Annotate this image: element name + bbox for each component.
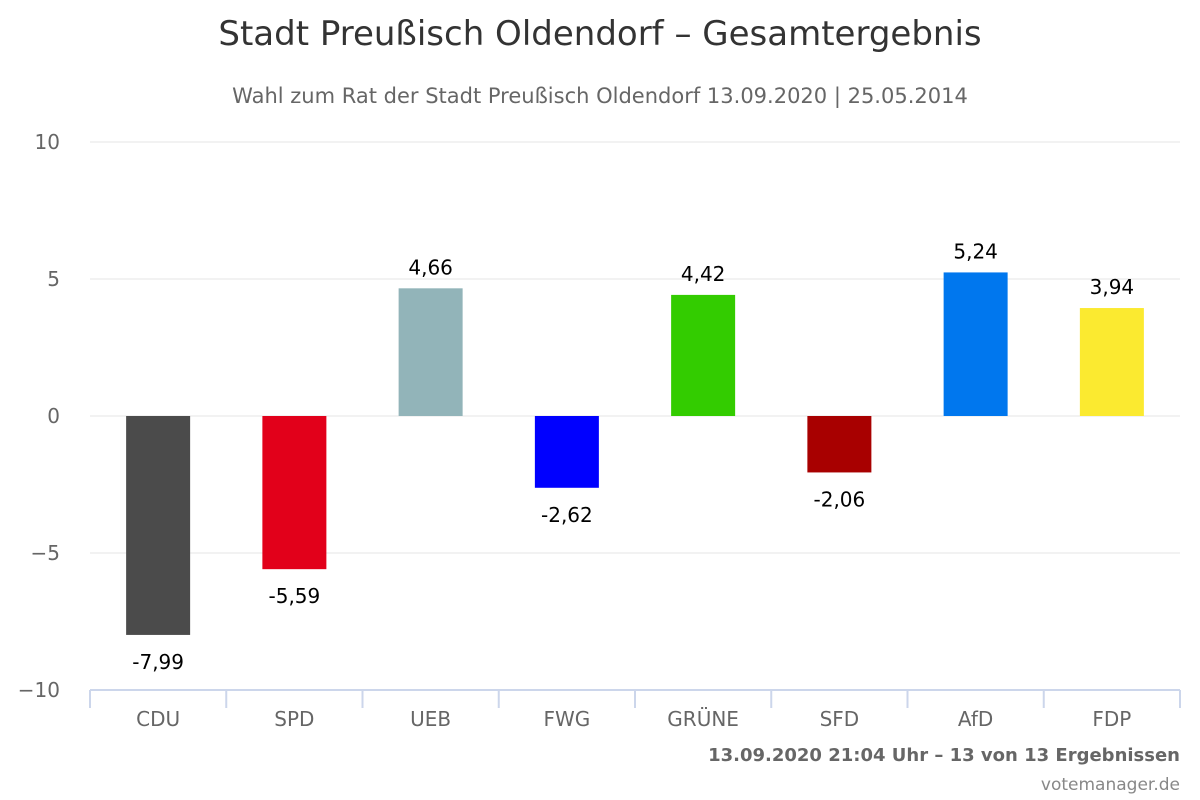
y-tick-label: −10 xyxy=(18,678,60,702)
y-tick-label: −5 xyxy=(31,541,60,565)
data-label: 4,42 xyxy=(681,262,726,286)
data-label: -2,06 xyxy=(814,487,866,511)
x-tick-label: AfD xyxy=(958,707,993,731)
y-tick-label: 0 xyxy=(47,404,60,428)
data-label: 4,66 xyxy=(408,255,453,279)
credit-link[interactable]: votemanager.de xyxy=(1040,775,1180,795)
x-tick-label: FDP xyxy=(1092,707,1131,731)
data-label: 5,24 xyxy=(953,239,998,263)
y-tick-label: 5 xyxy=(47,267,60,291)
bar-fdp xyxy=(1079,308,1144,416)
bar-afd xyxy=(943,272,1008,416)
x-tick-label: UEB xyxy=(410,707,451,731)
x-tick-label: GRÜNE xyxy=(667,707,739,731)
bar-grüne xyxy=(671,294,736,416)
bar-ueb xyxy=(398,288,463,416)
result-timestamp: 13.09.2020 21:04 Uhr – 13 von 13 Ergebni… xyxy=(708,745,1180,766)
x-tick-label: SPD xyxy=(274,707,314,731)
data-label: 3,94 xyxy=(1090,275,1135,299)
data-label: -7,99 xyxy=(132,650,184,674)
x-axis: CDU SPD UEB FWG GRÜNE SFD AfD FDP xyxy=(89,689,1181,731)
chart-title: Stadt Preußisch Oldendorf – Gesamtergebn… xyxy=(218,14,982,54)
gridlines xyxy=(90,141,1180,554)
bar-sfd xyxy=(807,416,872,473)
data-label: -5,59 xyxy=(269,584,321,608)
y-axis: −10 −5 0 5 10 xyxy=(18,130,60,702)
x-tick-label: SFD xyxy=(820,707,860,731)
bars: -7,99 -5,59 4,66 -2,62 4,42 -2,06 5,24 3,94 xyxy=(126,239,1144,674)
bar-fwg xyxy=(534,416,599,488)
x-tick-label: CDU xyxy=(136,707,180,731)
data-label: -2,62 xyxy=(541,503,593,527)
y-tick-label: 10 xyxy=(35,130,60,154)
x-tick-label: FWG xyxy=(543,707,590,731)
bar-spd xyxy=(262,416,327,570)
bar-cdu xyxy=(126,416,191,635)
chart-subtitle: Wahl zum Rat der Stadt Preußisch Oldendo… xyxy=(232,84,968,108)
